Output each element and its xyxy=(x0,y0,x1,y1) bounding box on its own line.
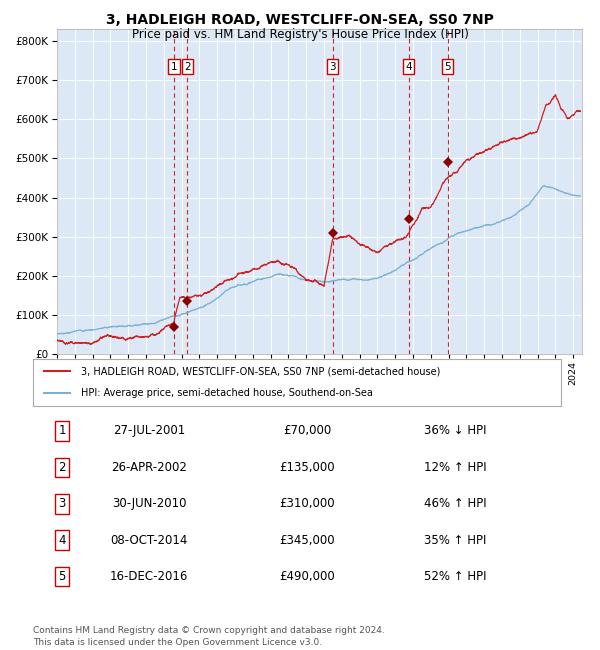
Text: 30-JUN-2010: 30-JUN-2010 xyxy=(112,497,187,510)
Text: 2: 2 xyxy=(184,62,191,72)
Text: 2: 2 xyxy=(58,461,66,474)
Text: 08-OCT-2014: 08-OCT-2014 xyxy=(110,534,188,547)
Text: 27-JUL-2001: 27-JUL-2001 xyxy=(113,424,185,437)
Text: £310,000: £310,000 xyxy=(280,497,335,510)
Text: 4: 4 xyxy=(406,62,412,72)
Text: HPI: Average price, semi-detached house, Southend-on-Sea: HPI: Average price, semi-detached house,… xyxy=(80,388,373,398)
Text: £135,000: £135,000 xyxy=(280,461,335,474)
Text: 46% ↑ HPI: 46% ↑ HPI xyxy=(424,497,487,510)
Text: 3, HADLEIGH ROAD, WESTCLIFF-ON-SEA, SS0 7NP: 3, HADLEIGH ROAD, WESTCLIFF-ON-SEA, SS0 … xyxy=(106,13,494,27)
Text: 3, HADLEIGH ROAD, WESTCLIFF-ON-SEA, SS0 7NP (semi-detached house): 3, HADLEIGH ROAD, WESTCLIFF-ON-SEA, SS0 … xyxy=(80,366,440,376)
Text: 16-DEC-2016: 16-DEC-2016 xyxy=(110,570,188,583)
Text: 36% ↓ HPI: 36% ↓ HPI xyxy=(424,424,487,437)
Text: £345,000: £345,000 xyxy=(280,534,335,547)
Text: 1: 1 xyxy=(58,424,66,437)
Text: 3: 3 xyxy=(58,497,66,510)
Text: 3: 3 xyxy=(329,62,336,72)
Text: Contains HM Land Registry data © Crown copyright and database right 2024.
This d: Contains HM Land Registry data © Crown c… xyxy=(33,626,385,647)
Text: £70,000: £70,000 xyxy=(283,424,332,437)
Text: 12% ↑ HPI: 12% ↑ HPI xyxy=(424,461,487,474)
Text: 4: 4 xyxy=(58,534,66,547)
Text: 26-APR-2002: 26-APR-2002 xyxy=(111,461,187,474)
Text: 5: 5 xyxy=(58,570,66,583)
Text: Price paid vs. HM Land Registry's House Price Index (HPI): Price paid vs. HM Land Registry's House … xyxy=(131,28,469,41)
Text: 5: 5 xyxy=(445,62,451,72)
Text: 35% ↑ HPI: 35% ↑ HPI xyxy=(424,534,487,547)
Text: £490,000: £490,000 xyxy=(280,570,335,583)
Text: 1: 1 xyxy=(170,62,177,72)
Text: 52% ↑ HPI: 52% ↑ HPI xyxy=(424,570,487,583)
